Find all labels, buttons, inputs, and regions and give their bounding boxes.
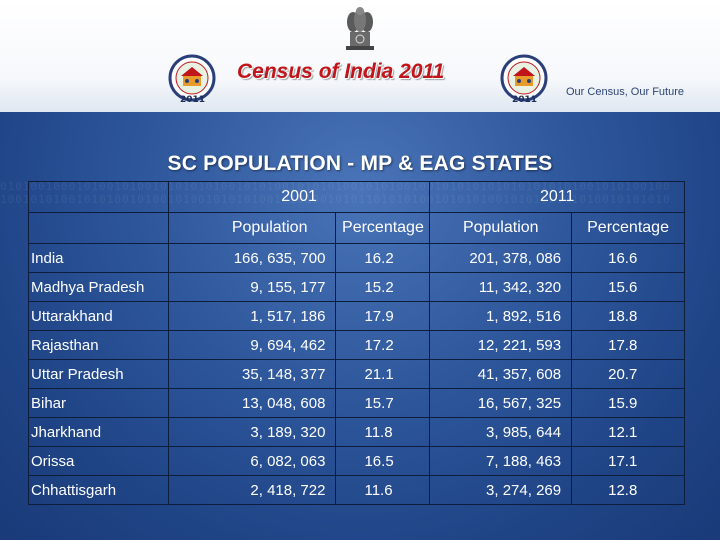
population-2011: 201, 378, 086 bbox=[429, 243, 573, 273]
population-2001: 166, 635, 700 bbox=[167, 243, 337, 273]
empty-corner-cell bbox=[28, 212, 169, 244]
population-2001: 9, 155, 177 bbox=[167, 272, 337, 302]
state-name: Uttar Pradesh bbox=[28, 359, 169, 389]
population-2001: 6, 082, 063 bbox=[167, 446, 337, 476]
population-2011: 3, 274, 269 bbox=[429, 475, 573, 505]
population-2001: 2, 418, 722 bbox=[167, 475, 337, 505]
col-header-population-2011: Population bbox=[429, 212, 573, 244]
percentage-2001: 15.2 bbox=[335, 272, 431, 302]
population-2011: 41, 357, 608 bbox=[429, 359, 573, 389]
tagline: Our Census, Our Future bbox=[566, 86, 684, 98]
state-name: Orissa bbox=[28, 446, 169, 476]
percentage-2011: 20.7 bbox=[571, 359, 685, 389]
percentage-2011: 12.1 bbox=[571, 417, 685, 447]
state-name: India bbox=[28, 243, 169, 273]
population-2001: 13, 048, 608 bbox=[167, 388, 337, 418]
percentage-2001: 11.6 bbox=[335, 475, 431, 505]
state-name: Bihar bbox=[28, 388, 169, 418]
population-2011: 3, 985, 644 bbox=[429, 417, 573, 447]
census-logo-icon bbox=[500, 54, 548, 102]
population-2001: 1, 517, 186 bbox=[167, 301, 337, 331]
population-2001: 3, 189, 320 bbox=[167, 417, 337, 447]
slide-title: SC POPULATION - MP & EAG STATES bbox=[167, 152, 553, 175]
percentage-2001: 16.5 bbox=[335, 446, 431, 476]
percentage-2011: 17.8 bbox=[571, 330, 685, 360]
table-row: Uttarakhand 1, 517, 186 17.9 1, 892, 516… bbox=[28, 301, 685, 331]
table-row: Jharkhand 3, 189, 320 11.8 3, 985, 644 1… bbox=[28, 417, 685, 447]
state-name: Chhattisgarh bbox=[28, 475, 169, 505]
percentage-2011: 18.8 bbox=[571, 301, 685, 331]
percentage-2001: 16.2 bbox=[335, 243, 431, 273]
percentage-2001: 11.8 bbox=[335, 417, 431, 447]
table-row: India 166, 635, 700 16.2 201, 378, 086 1… bbox=[28, 243, 685, 273]
table-row: Orissa 6, 082, 063 16.5 7, 188, 463 17.1 bbox=[28, 446, 685, 476]
national-emblem-icon bbox=[346, 7, 374, 50]
population-2001: 9, 694, 462 bbox=[167, 330, 337, 360]
percentage-2011: 15.9 bbox=[571, 388, 685, 418]
empty-corner-cell bbox=[28, 181, 169, 213]
percentage-2001: 17.2 bbox=[335, 330, 431, 360]
state-name: Jharkhand bbox=[28, 417, 169, 447]
year-header-2011: 2011 bbox=[429, 181, 685, 213]
percentage-2001: 21.1 bbox=[335, 359, 431, 389]
percentage-2001: 15.7 bbox=[335, 388, 431, 418]
percentage-2011: 16.6 bbox=[571, 243, 685, 273]
population-2011: 11, 342, 320 bbox=[429, 272, 573, 302]
table-row: Bihar 13, 048, 608 15.7 16, 567, 325 15.… bbox=[28, 388, 685, 418]
population-2011: 1, 892, 516 bbox=[429, 301, 573, 331]
year-header-2001: 2001 bbox=[167, 181, 431, 213]
table-row: Madhya Pradesh 9, 155, 177 15.2 11, 342,… bbox=[28, 272, 685, 302]
logo-year-label: 2011 bbox=[180, 95, 206, 105]
column-header-row: Population Percentage Population Percent… bbox=[28, 212, 685, 244]
col-header-percentage-2011: Percentage bbox=[571, 212, 685, 244]
population-2011: 12, 221, 593 bbox=[429, 330, 573, 360]
col-header-percentage-2001: Percentage bbox=[335, 212, 431, 244]
state-name: Madhya Pradesh bbox=[28, 272, 169, 302]
header-band: 2011 2011 Census of India 2011 Our Censu… bbox=[0, 0, 720, 112]
year-header-row: 2001 2011 bbox=[28, 181, 685, 213]
percentage-2011: 15.6 bbox=[571, 272, 685, 302]
table-row: Uttar Pradesh 35, 148, 377 21.1 41, 357,… bbox=[28, 359, 685, 389]
col-header-population-2001: Population bbox=[167, 212, 337, 244]
sc-population-table: 2001 2011 Population Percentage Populati… bbox=[28, 181, 685, 505]
state-name: Uttarakhand bbox=[28, 301, 169, 331]
population-2011: 16, 567, 325 bbox=[429, 388, 573, 418]
state-name: Rajasthan bbox=[28, 330, 169, 360]
logo-year-label: 2011 bbox=[512, 95, 538, 105]
table-row: Rajasthan 9, 694, 462 17.2 12, 221, 593 … bbox=[28, 330, 685, 360]
census-logo-icon bbox=[168, 54, 216, 102]
percentage-2001: 17.9 bbox=[335, 301, 431, 331]
table-row: Chhattisgarh 2, 418, 722 11.6 3, 274, 26… bbox=[28, 475, 685, 505]
percentage-2011: 17.1 bbox=[571, 446, 685, 476]
population-2001: 35, 148, 377 bbox=[167, 359, 337, 389]
population-2011: 7, 188, 463 bbox=[429, 446, 573, 476]
census-title: Census of India 2011 bbox=[237, 60, 445, 83]
percentage-2011: 12.8 bbox=[571, 475, 685, 505]
